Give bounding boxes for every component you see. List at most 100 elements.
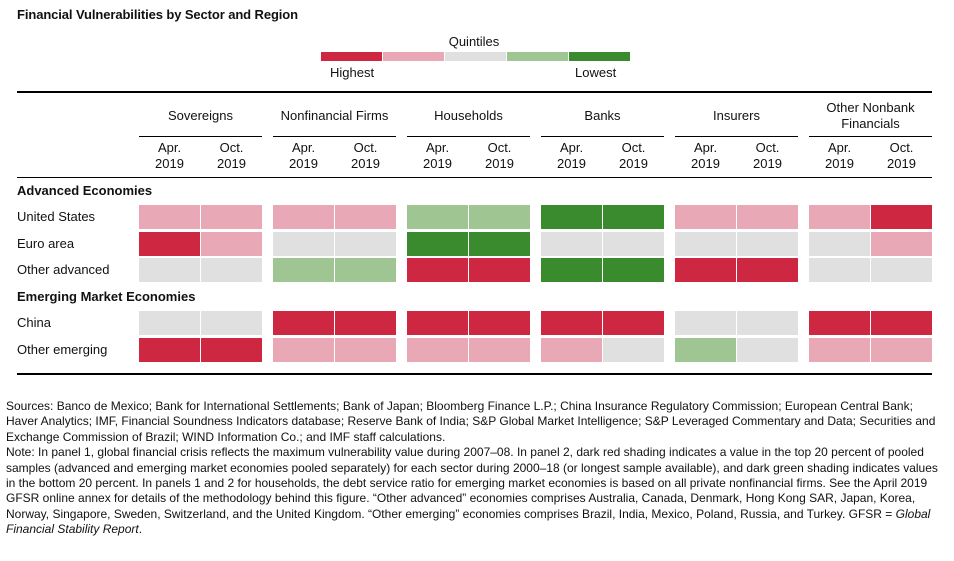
period-header: Oct. 2019 [753,140,782,171]
heatmap-cell [139,311,200,335]
heatmap-cell [407,311,468,335]
heatmap-cell [809,311,870,335]
heatmap-cell [469,258,530,282]
heatmap-cell [273,258,334,282]
heatmap-cell [603,258,664,282]
heatmap-cell [871,205,932,229]
heatmap-cell [603,338,664,362]
table-bottom-rule [17,373,932,375]
group-label: Advanced Economies [17,183,153,198]
period-header: Apr. 2019 [155,140,184,171]
heatmap-cell [273,232,334,256]
heatmap-cell [675,232,736,256]
heatmap-cell [201,258,262,282]
heatmap-cell [871,311,932,335]
period-header: Oct. 2019 [619,140,648,171]
legend-title-text: Quintiles [448,34,500,49]
heatmap-cell [603,232,664,256]
heatmap-cell [871,232,932,256]
legend-swatch-1 [321,52,382,61]
sources-text: Sources: Banco de Mexico; Bank for Inter… [6,399,936,444]
period-header: Oct. 2019 [485,140,514,171]
period-header: Apr. 2019 [289,140,318,171]
legend-swatch-3 [445,52,506,61]
legend-swatch-4 [507,52,568,61]
heatmap-cell [541,205,602,229]
sector-header: Households [407,96,530,137]
heatmap-cell [541,232,602,256]
heatmap-cell [335,338,396,362]
heatmap-cell [139,205,200,229]
heatmap-cell [139,258,200,282]
sector-header: Insurers [675,96,798,137]
heatmap-cell [871,338,932,362]
heatmap-cell [541,311,602,335]
heatmap-cell [809,232,870,256]
heatmap-cell [737,205,798,229]
period-header: Oct. 2019 [887,140,916,171]
heatmap-cell [469,338,530,362]
note-end: . [138,522,143,537]
period-header: Apr. 2019 [825,140,854,171]
legend-swatch-2 [383,52,444,61]
legend-highest-label: Highest [330,65,375,80]
gfsr-expansion: Global Financial Stability Report [6,506,931,537]
sector-header: Other Nonbank Financials [809,96,932,137]
heatmap-cell [139,232,200,256]
heatmap-cell [675,311,736,335]
row-label: Euro area [17,236,75,251]
heatmap-cell [737,338,798,362]
heatmap-cell [201,232,262,256]
heatmap-cell [407,205,468,229]
heatmap-cell [603,311,664,335]
heatmap-cell [871,258,932,282]
heatmap-cell [541,258,602,282]
heatmap-cell [407,338,468,362]
heatmap-cell [407,258,468,282]
heatmap-cell [273,338,334,362]
quintile-legend [321,52,630,61]
legend-swatch-5 [569,52,630,61]
row-label: Other emerging [17,342,108,357]
heatmap-cell [469,232,530,256]
heatmap-cell [737,232,798,256]
period-header: Oct. 2019 [351,140,380,171]
heatmap-cell [335,258,396,282]
heatmap-cell [809,338,870,362]
note-body: Note: In panel 1, global financial crisi… [6,445,938,521]
note-text: Note: In panel 1, global financial crisi… [6,445,946,537]
sector-header: Sovereigns [139,96,262,137]
heatmap-cell [541,338,602,362]
group-label: Emerging Market Economies [17,289,196,304]
period-header: Apr. 2019 [557,140,586,171]
heatmap-cell [809,205,870,229]
heatmap-cell [335,232,396,256]
heatmap-cell [737,258,798,282]
row-label: Other advanced [17,262,110,277]
header-bottom-rule [17,177,932,178]
heatmap-cell [737,311,798,335]
heatmap-cell [139,338,200,362]
row-label: China [17,315,51,330]
row-label: United States [17,209,96,224]
heatmap-cell [201,205,262,229]
heatmap-cell [809,258,870,282]
heatmap-cell [469,311,530,335]
sector-header: Banks [541,96,664,137]
heatmap-cell [273,205,334,229]
heatmap-cell [407,232,468,256]
heatmap-cell [201,338,262,362]
heatmap-cell [675,338,736,362]
heatmap-cell [335,311,396,335]
heatmap-cell [335,205,396,229]
legend-lowest-label: Lowest [575,65,617,80]
table-top-rule [17,91,932,93]
period-header: Oct. 2019 [217,140,246,171]
period-header: Apr. 2019 [691,140,720,171]
heatmap-cell [675,258,736,282]
heatmap-cell [675,205,736,229]
sector-header: Nonfinancial Firms [273,96,396,137]
figure-notes: Sources: Banco de Mexico; Bank for Inter… [6,399,946,538]
heatmap-cell [201,311,262,335]
chart-title: Financial Vulnerabilities by Sector and … [17,7,298,22]
